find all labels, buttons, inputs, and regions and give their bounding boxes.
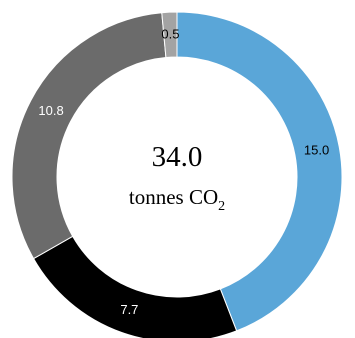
donut-segments: [11, 11, 343, 338]
total-unit-subscript: 2: [218, 199, 225, 214]
total-unit: tonnes CO2: [129, 185, 225, 214]
donut-segment-3: [11, 12, 167, 260]
donut-segment-1: [176, 11, 343, 332]
segment-label-1: 15.0: [304, 142, 329, 157]
segment-label-4: 0.5: [161, 27, 179, 42]
total-value: 34.0: [152, 141, 203, 173]
segment-labels: 15.0 7.7 10.8 0.5: [38, 27, 329, 318]
donut-segment-2: [32, 235, 238, 338]
donut-segment-4: [161, 11, 178, 59]
segment-label-3: 10.8: [38, 103, 63, 118]
total-unit-text: tonnes CO: [129, 185, 218, 209]
segment-label-2: 7.7: [120, 302, 138, 317]
